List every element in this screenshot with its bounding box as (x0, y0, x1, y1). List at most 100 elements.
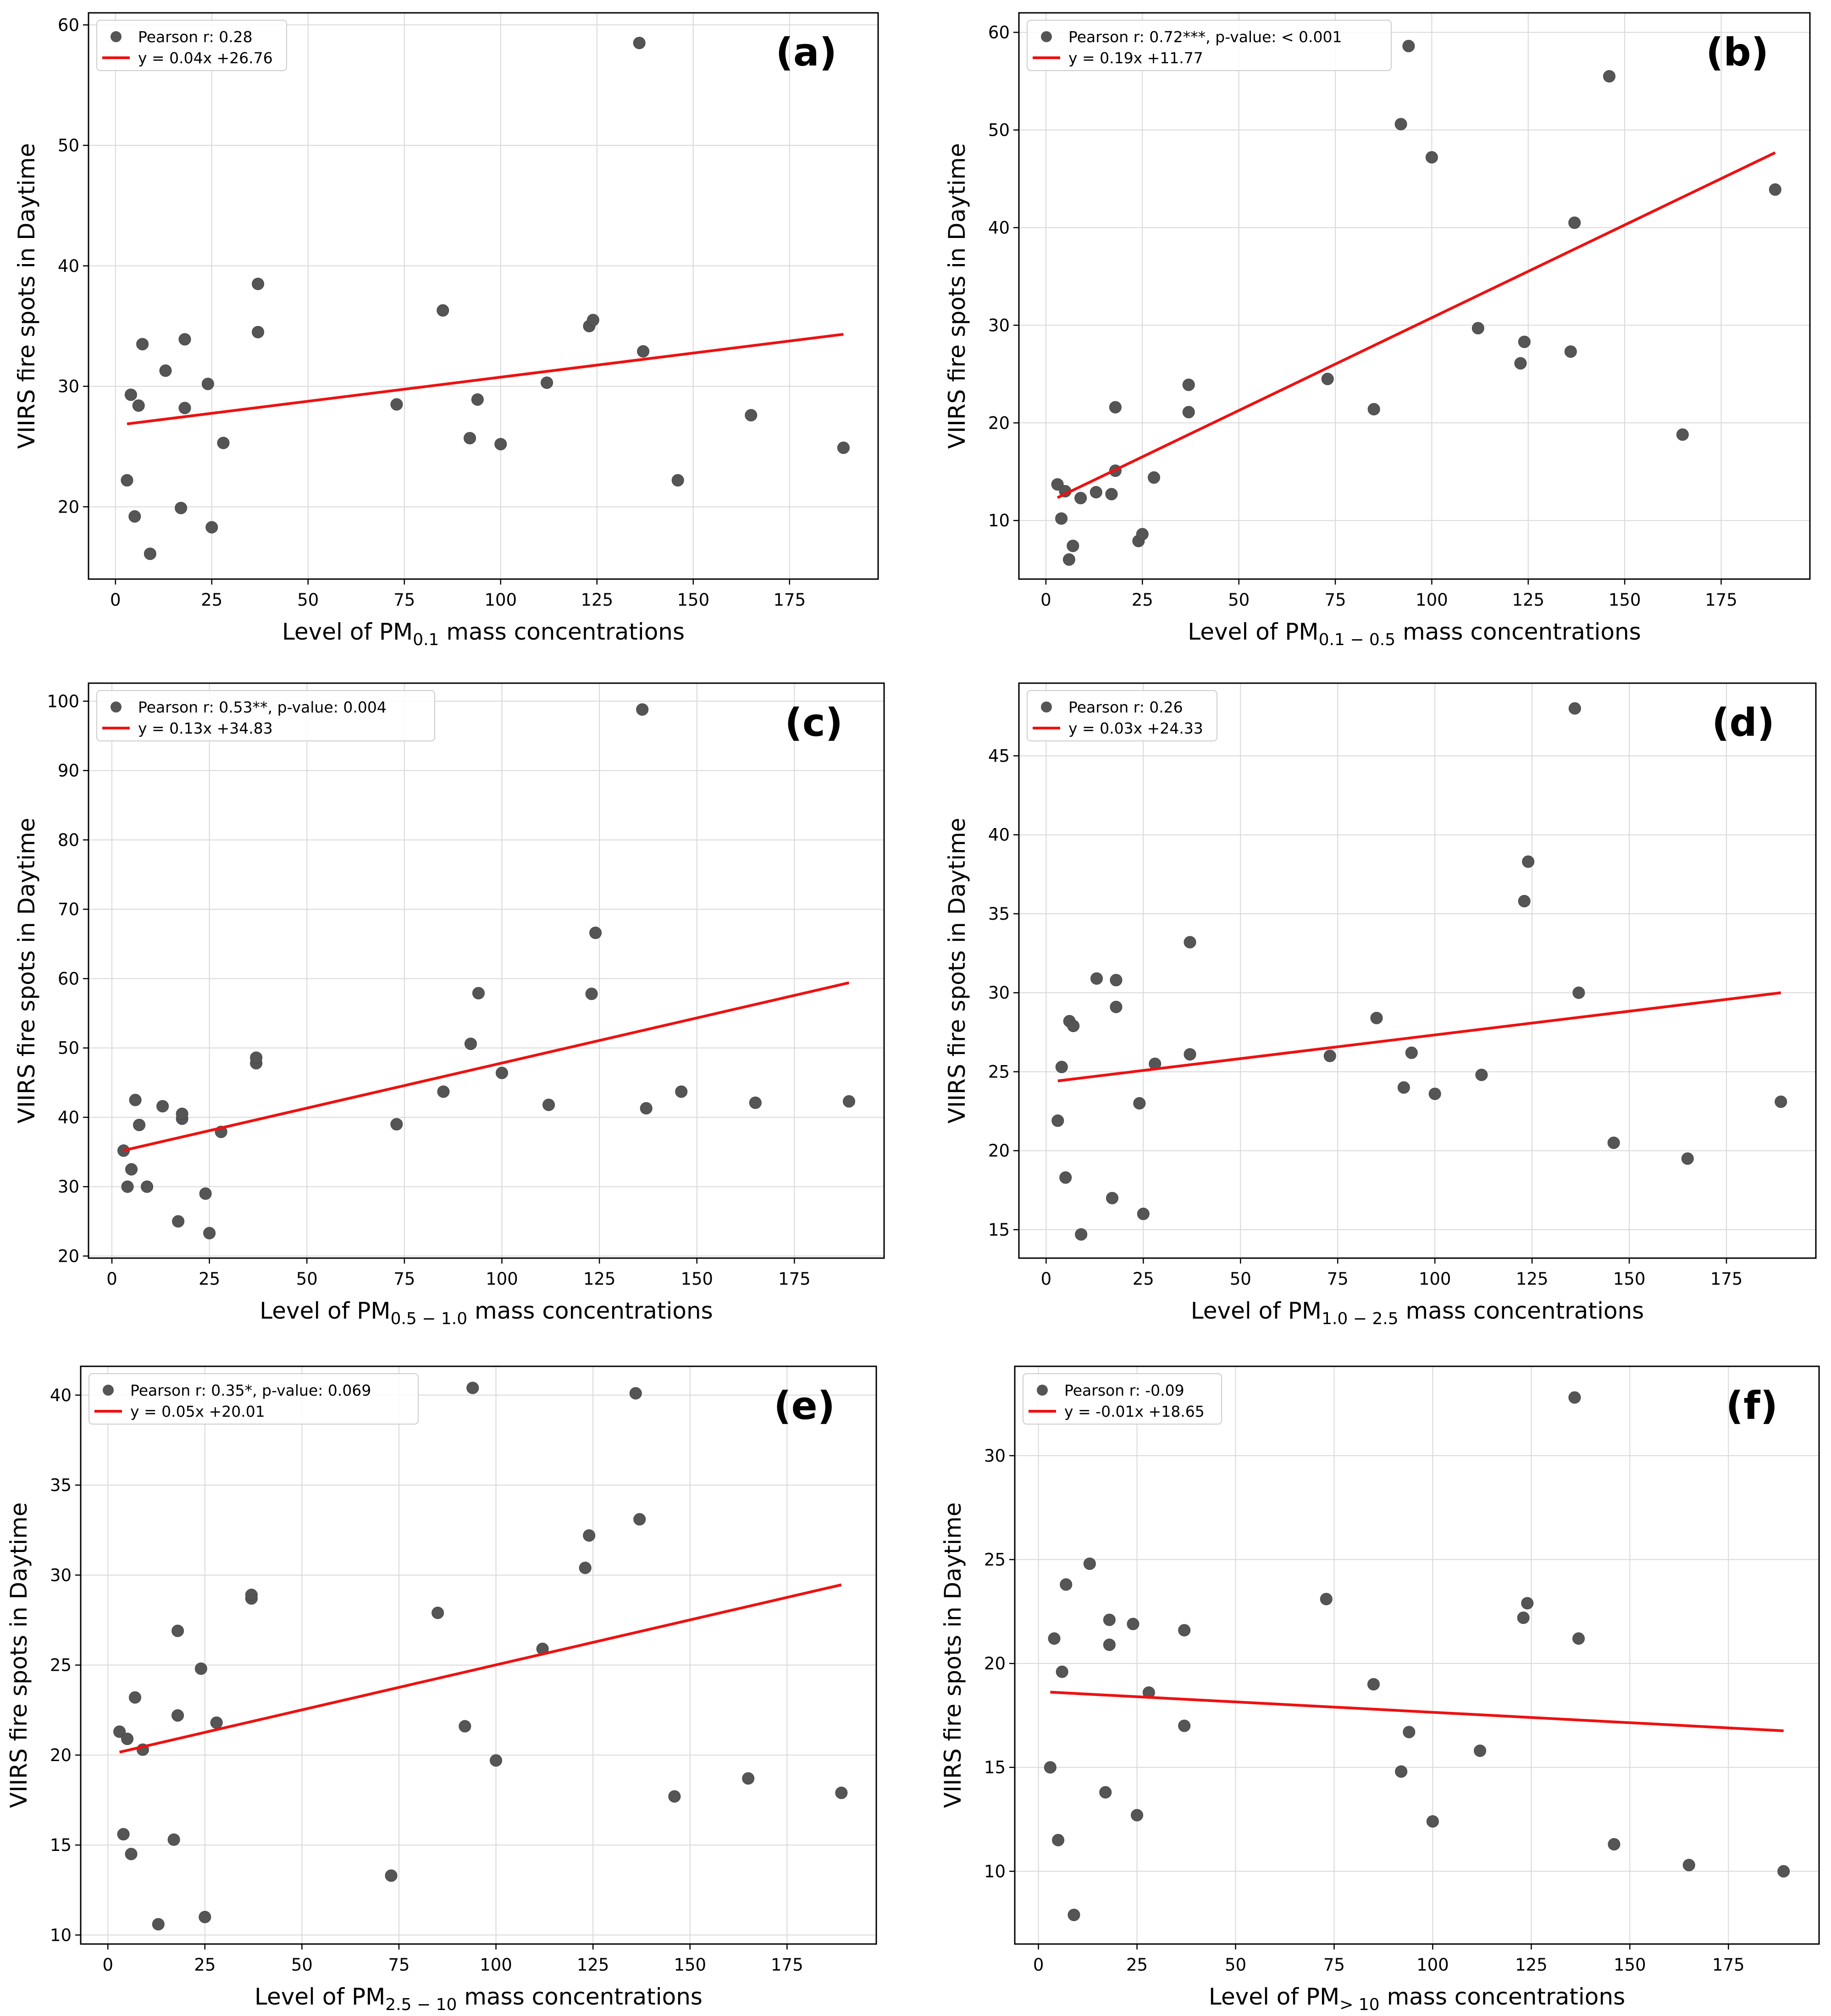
data-point (171, 1709, 184, 1722)
y-tick-label: 15 (988, 1220, 1010, 1240)
x-axis-label: Level of PM> 10 mass concentrations (1209, 1983, 1625, 2014)
data-point (125, 1163, 138, 1176)
data-point (250, 1051, 263, 1064)
data-point (1608, 1838, 1621, 1850)
x-tick-label: 125 (1515, 1955, 1548, 1975)
data-point (1048, 1632, 1061, 1645)
data-point (171, 1624, 184, 1637)
y-tick-label: 60 (58, 969, 79, 989)
panel-label: (f) (1726, 1383, 1778, 1428)
legend-line-label: y = 0.13x +34.83 (138, 719, 273, 737)
data-point (742, 1772, 755, 1785)
x-tick-label: 75 (1324, 590, 1346, 610)
data-point (1184, 936, 1196, 949)
x-tick-label: 25 (1132, 590, 1153, 610)
legend-box (89, 1373, 419, 1425)
legend-scatter-marker (111, 31, 122, 42)
legend-scatter-marker (1041, 31, 1052, 42)
data-point (390, 398, 403, 411)
y-tick-label: 50 (58, 136, 79, 155)
legend-scatter-marker (1037, 1385, 1048, 1396)
data-point (837, 442, 850, 454)
data-point (1370, 1011, 1383, 1024)
data-point (636, 703, 649, 716)
data-point (1777, 1865, 1790, 1878)
plot-frame (88, 682, 885, 1259)
regression-line (1057, 991, 1781, 1083)
data-point (437, 304, 449, 317)
x-tick-label: 0 (1033, 1955, 1044, 1975)
data-point (141, 1180, 154, 1193)
regression-line (1050, 1690, 1784, 1732)
x-tick-label: 150 (680, 1269, 713, 1289)
data-point (1105, 488, 1118, 501)
data-point (496, 1066, 509, 1079)
data-point (842, 1095, 855, 1108)
x-tick-label: 75 (393, 590, 415, 610)
data-point (1109, 401, 1122, 414)
x-tick-label: 25 (1126, 1955, 1148, 1975)
data-point (121, 474, 133, 487)
plot-frame (1018, 12, 1811, 580)
x-axis-label-suffix: mass concentrations (1395, 619, 1641, 645)
x-tick-label: 25 (1133, 1269, 1154, 1289)
y-tick-label: 35 (50, 1475, 72, 1495)
x-axis-label-prefix: Level of PM (1188, 619, 1318, 645)
y-tick-label: 30 (50, 1565, 72, 1585)
x-tick-label: 150 (1613, 1269, 1646, 1289)
data-point (175, 502, 188, 514)
data-point (1075, 1228, 1088, 1241)
data-point (1323, 1049, 1336, 1062)
x-tick-label: 75 (393, 1269, 415, 1289)
y-tick-label: 30 (984, 1446, 1006, 1466)
data-point (431, 1607, 444, 1619)
x-tick-label: 150 (1609, 590, 1641, 610)
data-point (167, 1833, 180, 1846)
data-point (1607, 1137, 1620, 1149)
data-point (1127, 1618, 1140, 1630)
chart-panel-e: 0 25 50 75 100 125 150 175 10 15 20 25 30 35 40 (e) Pear… (6, 1365, 877, 2014)
data-point (472, 987, 485, 1000)
x-tick-label: 100 (1419, 1269, 1451, 1289)
data-point (1521, 1597, 1534, 1610)
x-axis-label-subscript: > 10 (1339, 1995, 1379, 2014)
data-point (579, 1562, 592, 1574)
data-point (640, 1102, 653, 1115)
legend-scatter-marker (103, 1385, 114, 1396)
data-point (210, 1716, 223, 1729)
data-point (1052, 1834, 1065, 1846)
data-point (117, 1144, 130, 1157)
x-axis-label: Level of PM0.1 mass concentrations (282, 619, 685, 649)
data-point (1425, 151, 1438, 164)
data-point (121, 1733, 134, 1745)
data-point (125, 1848, 138, 1861)
y-tick-label: 25 (984, 1550, 1006, 1570)
data-point (1178, 1719, 1191, 1732)
data-point (1681, 1152, 1694, 1165)
x-tick-label: 100 (480, 1955, 512, 1975)
y-tick-label: 30 (58, 377, 79, 397)
legend-box (1027, 690, 1217, 741)
x-tick-label: 0 (1040, 590, 1051, 610)
data-point (152, 1918, 165, 1931)
data-point (144, 547, 156, 560)
data-point (1137, 1208, 1150, 1221)
y-tick-label: 40 (58, 1108, 79, 1127)
data-point (1068, 1909, 1080, 1922)
legend-line-label: y = 0.04x +26.76 (138, 49, 273, 67)
data-point (542, 1099, 555, 1111)
data-point (637, 345, 650, 358)
x-tick-label: 75 (1327, 1269, 1349, 1289)
y-tick-label: 20 (988, 1141, 1010, 1161)
x-axis-label-subscript: 1.0 − 2.5 (1322, 1309, 1399, 1328)
x-axis-label-subscript: 0.5 − 1.0 (391, 1309, 468, 1328)
y-axis-label: VIIRS fire spots in Daytime (6, 1502, 32, 1808)
y-tick-label: 40 (58, 256, 79, 276)
data-point (133, 1119, 146, 1132)
legend-scatter-label: Pearson r: -0.09 (1064, 1381, 1184, 1399)
data-point (176, 1107, 188, 1120)
y-tick-label: 50 (58, 1038, 79, 1058)
y-tick-label: 35 (988, 904, 1010, 924)
legend-line-label: y = 0.19x +11.77 (1068, 49, 1203, 67)
x-tick-label: 0 (1041, 1269, 1052, 1289)
